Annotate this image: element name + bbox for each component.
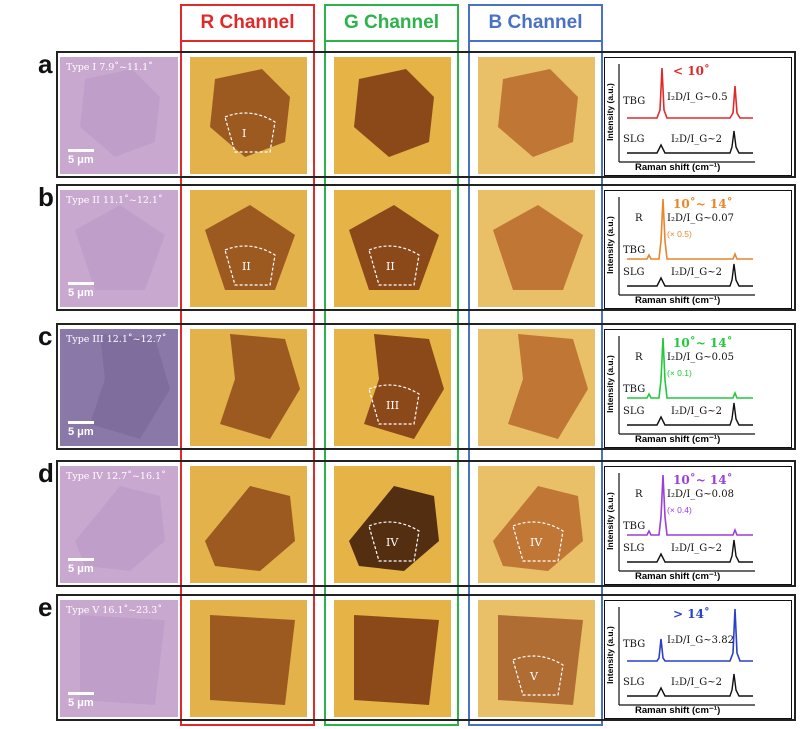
r-channel-image-a: I — [190, 57, 307, 174]
b-channel-image-d: IV — [478, 466, 595, 583]
tbg-label: TBG — [623, 245, 646, 256]
optical-image-a: Type I 7.9˚~11.1˚ 5 μm — [60, 57, 178, 174]
row-letter-e: e — [38, 592, 53, 622]
tbg-ratio: I₂D/I_G~3.82 — [667, 635, 734, 646]
g-channel-header: G Channel — [324, 4, 459, 42]
spectrum-ylabel: Intensity (a.u.) — [605, 216, 615, 274]
spectrum-ylabel: Intensity (a.u.) — [605, 83, 615, 141]
optical-image-d: Type IV 12.7˚~16.1˚ 5 μm — [60, 466, 178, 583]
slg-label: SLG — [623, 134, 645, 145]
twist-angle-label: 10˚~ 14˚ — [673, 336, 733, 350]
slg-label: SLG — [623, 677, 645, 688]
row-letter-d: d — [38, 458, 54, 488]
tbg-label: TBG — [623, 639, 646, 650]
row-frame-a — [56, 51, 796, 178]
g-channel-image-d: IV — [334, 466, 451, 583]
optical-image-e: Type V 16.1˚~23.3˚ 5 μm — [60, 600, 178, 717]
raman-spectrum-c: Intensity (a.u.) Raman shift (cm⁻¹) 10˚~ 1… — [604, 329, 792, 448]
optical-image-b: Type II 11.1˚~12.1˚ 5 μm — [60, 190, 178, 307]
row-frame-e — [56, 594, 796, 721]
type-label: Type I 7.9˚~11.1˚ — [66, 62, 153, 73]
r-peak-label: R — [635, 489, 643, 500]
twist-angle-label: < 10˚ — [673, 64, 710, 78]
r-channel-header: R Channel — [180, 4, 315, 42]
b-channel-header: B Channel — [468, 4, 603, 42]
scale-bar: 5 μm — [68, 421, 94, 438]
row-letter-b: b — [38, 182, 54, 212]
region-label: V — [530, 670, 538, 683]
r-channel-image-d — [190, 466, 307, 583]
scale-factor-note: (× 0.5) — [667, 229, 692, 239]
region-label: IV — [386, 536, 399, 549]
row-frame-b — [56, 184, 796, 311]
scale-factor-note: (× 0.1) — [667, 368, 692, 378]
scale-factor-note: (× 0.4) — [667, 505, 692, 515]
r-peak-label: R — [635, 213, 643, 224]
spectrum-ylabel: Intensity (a.u.) — [605, 355, 615, 413]
raman-spectrum-e: Intensity (a.u.) Raman shift (cm⁻¹) > 14˚ I… — [604, 600, 792, 719]
spectrum-xlabel: Raman shift (cm⁻¹) — [635, 705, 721, 716]
scale-bar: 5 μm — [68, 149, 94, 166]
twist-angle-label: 10˚~ 14˚ — [673, 473, 733, 487]
row-letter-a: a — [38, 49, 53, 79]
g-channel-image-e — [334, 600, 451, 717]
region-label: II — [386, 260, 395, 273]
raman-spectrum-b: Intensity (a.u.) Raman shift (cm⁻¹) 10˚~ 1… — [604, 190, 792, 309]
tbg-ratio: I₂D/I_G~0.05 — [667, 352, 734, 363]
slg-ratio: I₂D/I_G~2 — [671, 267, 723, 278]
b-channel-image-b — [478, 190, 595, 307]
type-label: Type III 12.1˚~12.7˚ — [66, 334, 167, 345]
slg-ratio: I₂D/I_G~2 — [671, 543, 723, 554]
region-label: II — [242, 260, 251, 273]
scale-bar: 5 μm — [68, 558, 94, 575]
slg-ratio: I₂D/I_G~2 — [671, 406, 723, 417]
tbg-ratio: I₂D/I_G~0.5 — [667, 92, 728, 103]
twist-angle-label: 10˚~ 14˚ — [673, 197, 733, 211]
b-channel-image-a — [478, 57, 595, 174]
tbg-ratio: I₂D/I_G~0.07 — [667, 213, 734, 224]
type-label: Type IV 12.7˚~16.1˚ — [66, 471, 166, 482]
row-letter-c: c — [38, 321, 53, 351]
r-channel-image-b: II — [190, 190, 307, 307]
raman-spectrum-d: Intensity (a.u.) Raman shift (cm⁻¹) 10˚~ 1… — [604, 466, 792, 585]
r-channel-image-e — [190, 600, 307, 717]
scale-bar: 5 μm — [68, 282, 94, 299]
g-channel-image-a — [334, 57, 451, 174]
spectrum-ylabel: Intensity (a.u.) — [605, 492, 615, 550]
slg-ratio: I₂D/I_G~2 — [671, 677, 723, 688]
scale-bar: 5 μm — [68, 692, 94, 709]
r-channel-image-c — [190, 329, 307, 446]
tbg-label: TBG — [623, 384, 646, 395]
slg-ratio: I₂D/I_G~2 — [671, 134, 723, 145]
slg-label: SLG — [623, 543, 645, 554]
r-peak-label: R — [635, 352, 643, 363]
region-label: III — [386, 399, 400, 412]
type-label: Type V 16.1˚~23.3˚ — [66, 605, 163, 616]
twist-angle-label: > 14˚ — [673, 607, 710, 621]
row-frame-c — [56, 323, 796, 450]
type-label: Type II 11.1˚~12.1˚ — [66, 195, 163, 206]
tbg-label: TBG — [623, 521, 646, 532]
row-frame-d — [56, 460, 796, 587]
spectrum-ylabel: Intensity (a.u.) — [605, 626, 615, 684]
optical-image-c: Type III 12.1˚~12.7˚ 5 μm — [60, 329, 178, 446]
region-label: IV — [530, 536, 543, 549]
b-channel-image-c — [478, 329, 595, 446]
spectrum-xlabel: Raman shift (cm⁻¹) — [635, 162, 721, 173]
region-label: I — [242, 127, 247, 140]
tbg-label: TBG — [623, 96, 646, 107]
slg-label: SLG — [623, 406, 645, 417]
spectrum-xlabel: Raman shift (cm⁻¹) — [635, 295, 721, 306]
b-channel-image-e: V — [478, 600, 595, 717]
tbg-ratio: I₂D/I_G~0.08 — [667, 489, 734, 500]
spectrum-xlabel: Raman shift (cm⁻¹) — [635, 571, 721, 582]
spectrum-xlabel: Raman shift (cm⁻¹) — [635, 434, 721, 445]
g-channel-image-c: III — [334, 329, 451, 446]
slg-label: SLG — [623, 267, 645, 278]
raman-spectrum-a: Intensity (a.u.) Raman shift (cm⁻¹) < 10˚ I… — [604, 57, 792, 176]
g-channel-image-b: II — [334, 190, 451, 307]
